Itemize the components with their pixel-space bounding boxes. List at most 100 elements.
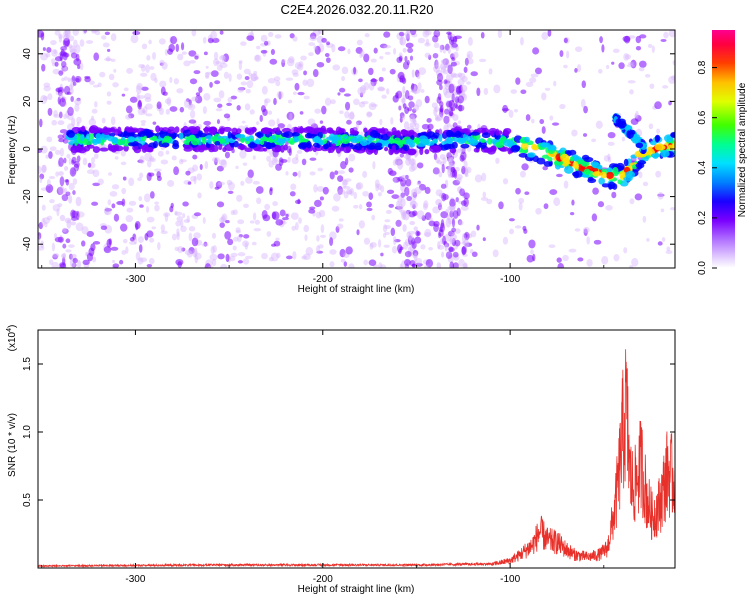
heatmap-cell <box>69 167 77 177</box>
y-tick-label: 0.5 <box>22 493 33 507</box>
heatmap-cell <box>553 197 561 207</box>
heatmap-cell <box>234 134 245 139</box>
heatmap-cell <box>243 234 250 239</box>
heatmap-cell <box>298 217 302 224</box>
heatmap-cell <box>194 95 203 104</box>
heatmap-cell <box>635 110 639 119</box>
heatmap-cell <box>340 258 346 263</box>
heatmap-cell <box>316 186 325 192</box>
heatmap-cell <box>424 148 430 155</box>
heatmap-cell <box>366 111 373 118</box>
heatmap-cell <box>402 85 406 95</box>
heatmap-cell <box>59 176 65 187</box>
heatmap-cell <box>549 189 558 195</box>
heatmap-cell <box>155 125 161 133</box>
heatmap-cell <box>225 220 230 224</box>
heatmap-cell <box>48 176 56 180</box>
heatmap-cell <box>314 199 322 208</box>
heatmap-cell <box>300 142 310 148</box>
heatmap-cell <box>313 184 318 193</box>
heatmap-cell <box>521 163 529 171</box>
heatmap-cell <box>114 138 119 144</box>
heatmap-cell <box>83 30 87 34</box>
heatmap-cell <box>95 133 102 141</box>
heatmap-cell <box>398 55 403 62</box>
heatmap-cell <box>121 93 126 97</box>
heatmap-cell <box>174 246 180 252</box>
heatmap-cell <box>428 220 436 227</box>
heatmap-cell <box>341 138 350 144</box>
heatmap-cell <box>399 153 405 158</box>
heatmap-cell <box>220 215 226 223</box>
heatmap-cell <box>242 162 248 166</box>
heatmap-cell <box>49 146 57 152</box>
heatmap-cell <box>79 62 84 71</box>
heatmap-cell <box>230 95 238 100</box>
heatmap-cell <box>77 64 81 70</box>
heatmap-cell <box>415 69 420 78</box>
heatmap-cell <box>524 191 530 196</box>
heatmap-cell <box>467 54 471 59</box>
heatmap-cell <box>49 199 55 204</box>
heatmap-cell <box>250 73 258 82</box>
heatmap-cell <box>132 233 137 240</box>
spectrogram-y-axis: -40 -20 0 20 40 <box>22 48 675 251</box>
heatmap-cell <box>164 98 172 105</box>
heatmap-cell <box>606 64 610 70</box>
heatmap-cell <box>410 134 415 141</box>
heatmap-cell <box>141 109 146 114</box>
heatmap-cell <box>445 137 454 144</box>
heatmap-cell <box>198 147 205 153</box>
heatmap-cell <box>106 48 111 53</box>
heatmap-cell <box>343 93 351 97</box>
heatmap-cell <box>38 245 45 251</box>
heatmap-cell <box>384 51 391 55</box>
heatmap-cell <box>260 105 266 113</box>
heatmap-cell <box>525 81 534 88</box>
heatmap-cell <box>668 30 675 38</box>
heatmap-cell <box>225 253 230 263</box>
heatmap-cell <box>239 150 247 159</box>
heatmap-cell <box>343 261 348 267</box>
heatmap-cell <box>445 129 454 137</box>
heatmap-cell <box>220 159 227 168</box>
heatmap-cell <box>290 183 297 191</box>
heatmap-cell <box>247 142 258 148</box>
heatmap-cell <box>152 51 156 60</box>
heatmap-cell <box>135 251 141 261</box>
heatmap-cell <box>601 44 605 53</box>
heatmap-cell <box>54 149 61 155</box>
heatmap-cell <box>451 217 456 228</box>
heatmap-cell <box>642 215 647 223</box>
heatmap-cell <box>139 204 144 208</box>
heatmap-cell <box>236 235 242 243</box>
heatmap-cell <box>273 97 277 106</box>
heatmap-cell <box>161 127 170 133</box>
heatmap-cell <box>154 201 159 205</box>
heatmap-cell <box>440 218 445 229</box>
heatmap-cell <box>292 36 298 42</box>
heatmap-cell <box>149 157 156 163</box>
heatmap-cell <box>436 262 442 268</box>
heatmap-cell <box>451 141 458 149</box>
heatmap-cell <box>414 262 423 267</box>
colorbar-tick-label: 0.8 <box>697 60 708 74</box>
heatmap-cell <box>379 264 387 268</box>
heatmap-cell <box>53 114 61 118</box>
heatmap-cell <box>329 249 337 255</box>
heatmap-cell <box>164 48 168 56</box>
heatmap-cell <box>386 131 393 137</box>
heatmap-cell <box>634 193 643 201</box>
heatmap-cell <box>94 101 98 108</box>
y-tick-label: 1.0 <box>22 425 33 439</box>
heatmap-cell <box>449 261 455 268</box>
heatmap-cell <box>515 77 521 85</box>
heatmap-cell <box>161 61 168 70</box>
heatmap-cell <box>366 207 373 212</box>
heatmap-cell <box>380 185 385 193</box>
heatmap-cell <box>137 177 142 182</box>
heatmap-cell <box>180 225 187 233</box>
heatmap-cell <box>62 34 70 41</box>
heatmap-cell <box>382 224 388 233</box>
heatmap-cell <box>270 243 277 247</box>
